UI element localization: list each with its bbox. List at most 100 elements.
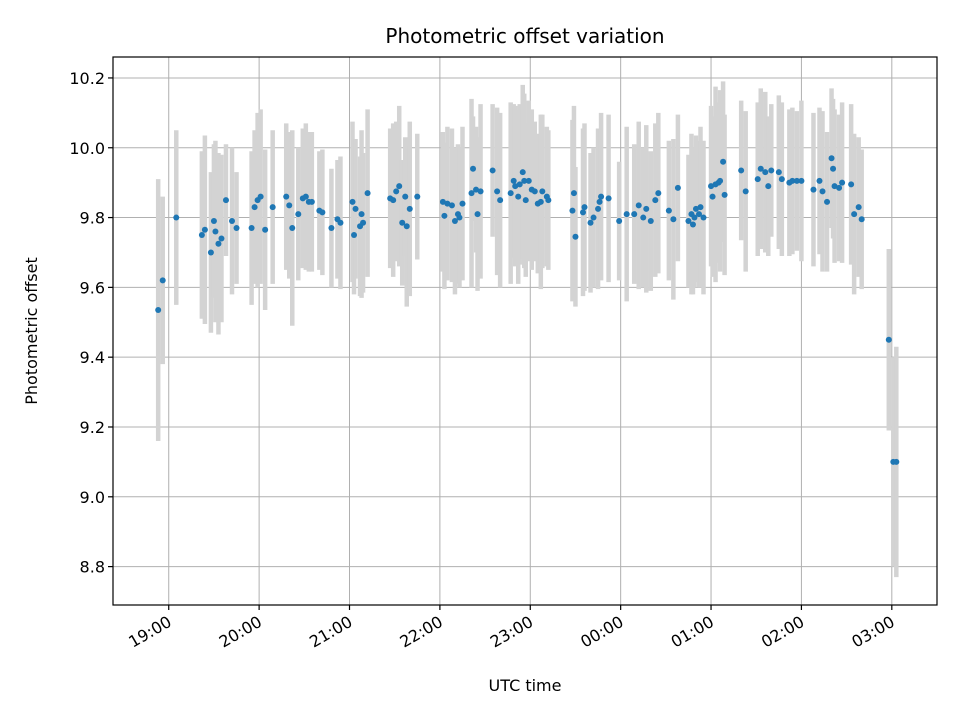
data-point <box>269 204 276 211</box>
data-point <box>489 167 496 174</box>
data-point <box>858 216 865 223</box>
data-point <box>689 221 696 228</box>
data-point <box>545 197 552 204</box>
data-point <box>775 169 782 176</box>
data-point <box>286 202 293 209</box>
data-point <box>337 219 344 226</box>
data-point <box>515 193 522 200</box>
data-point <box>569 207 576 214</box>
data-point <box>364 190 371 197</box>
data-point <box>640 214 647 221</box>
data-point <box>295 211 302 218</box>
data-point <box>474 211 481 218</box>
data-point <box>605 195 612 202</box>
data-point <box>590 214 597 221</box>
data-point <box>198 232 205 239</box>
data-point <box>697 204 704 211</box>
data-point <box>414 193 421 200</box>
data-point <box>762 169 769 176</box>
data-point <box>717 177 724 184</box>
data-point <box>572 233 579 240</box>
y-tick-label: 10.0 <box>69 139 105 158</box>
data-point <box>441 212 448 219</box>
data-point <box>262 226 269 233</box>
data-point <box>302 193 309 200</box>
data-point <box>328 225 335 232</box>
data-point <box>456 214 463 221</box>
data-point <box>700 214 707 221</box>
data-point <box>830 165 837 172</box>
data-point <box>470 165 477 172</box>
data-point <box>635 202 642 209</box>
data-point <box>477 188 484 195</box>
data-point <box>647 218 654 225</box>
data-point <box>720 158 727 165</box>
data-point <box>222 197 229 204</box>
data-point <box>251 204 258 211</box>
data-point <box>155 307 162 314</box>
data-point <box>631 211 638 218</box>
data-point <box>451 218 458 225</box>
data-point <box>459 200 466 207</box>
data-point <box>531 188 538 195</box>
data-point <box>581 204 588 211</box>
data-point <box>510 177 517 184</box>
data-point <box>836 184 843 191</box>
data-point <box>215 240 222 247</box>
data-point <box>848 181 855 188</box>
data-point <box>721 191 728 198</box>
data-point <box>831 183 838 190</box>
chart-title: Photometric offset variation <box>385 24 664 48</box>
data-point <box>708 183 715 190</box>
data-point <box>623 211 630 218</box>
data-point <box>652 197 659 204</box>
data-point <box>257 193 264 200</box>
data-point <box>596 198 603 205</box>
data-point <box>406 205 413 212</box>
y-tick-label: 9.2 <box>80 418 105 437</box>
data-point <box>525 177 532 184</box>
data-point <box>828 155 835 162</box>
data-point <box>283 193 290 200</box>
data-point <box>819 188 826 195</box>
data-point <box>691 214 698 221</box>
data-point <box>351 232 358 239</box>
data-point <box>444 200 451 207</box>
data-point <box>494 188 501 195</box>
data-point <box>403 223 410 230</box>
data-point <box>360 219 367 226</box>
data-point <box>289 225 296 232</box>
data-point <box>497 197 504 204</box>
data-point <box>233 225 240 232</box>
data-point <box>507 190 514 197</box>
data-point <box>207 249 214 256</box>
data-point <box>778 176 785 183</box>
data-point <box>522 197 529 204</box>
data-point <box>670 216 677 223</box>
data-point <box>402 193 409 200</box>
data-point <box>674 184 681 191</box>
data-points <box>155 155 900 465</box>
data-point <box>399 219 406 226</box>
y-axis-ticks: 8.8 9.0 9.2 9.4 9.6 9.8 10.0 10.2 <box>69 69 113 577</box>
data-point <box>595 205 602 212</box>
data-point <box>754 176 761 183</box>
data-point <box>521 177 528 184</box>
data-point <box>448 202 455 209</box>
plot-frame <box>112 56 938 606</box>
y-tick-label: 10.2 <box>69 69 105 88</box>
data-point <box>229 218 236 225</box>
data-point <box>579 209 586 216</box>
data-point <box>539 188 546 195</box>
data-point <box>308 198 315 205</box>
data-point <box>643 205 650 212</box>
data-point <box>512 183 519 190</box>
data-point <box>692 205 699 212</box>
data-point <box>218 235 225 242</box>
data-point <box>695 211 702 218</box>
data-point <box>212 228 219 235</box>
data-point <box>616 218 623 225</box>
data-point <box>352 205 359 212</box>
data-point <box>439 198 446 205</box>
